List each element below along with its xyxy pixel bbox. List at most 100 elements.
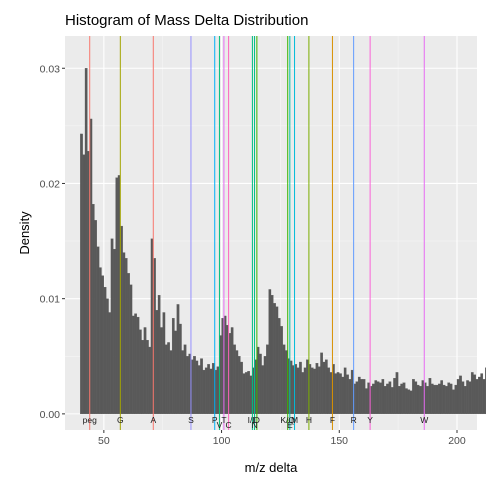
histogram-bar: [336, 372, 340, 415]
histogram-bar: [390, 387, 394, 415]
histogram-bar: [204, 367, 208, 415]
reference-label: K/Q: [280, 415, 295, 425]
histogram-bar: [357, 376, 361, 415]
x-tick-label: 200: [448, 435, 466, 447]
histogram-bar: [329, 372, 333, 415]
reference-label: A: [150, 415, 156, 425]
histogram-bar: [456, 379, 460, 415]
histogram-bar: [113, 248, 116, 415]
histogram-bar: [249, 375, 253, 415]
histogram-bar: [240, 361, 243, 415]
histogram-bar: [129, 284, 133, 415]
histogram-bar: [445, 386, 448, 415]
histogram-bar: [341, 376, 345, 415]
histogram-bar: [339, 373, 342, 415]
histogram-bar: [322, 361, 326, 415]
y-tick-label: 0.02: [40, 178, 61, 190]
reference-label: V: [217, 420, 223, 430]
histogram-bar: [115, 177, 119, 415]
histogram-bar: [216, 366, 220, 415]
y-tick-label: 0.03: [40, 63, 61, 75]
histogram-bar: [430, 383, 434, 415]
histogram-bar: [131, 315, 135, 415]
histogram-bar: [440, 380, 444, 415]
histogram-bar: [181, 350, 185, 415]
histogram-bar: [103, 286, 107, 415]
histogram-bar: [393, 378, 396, 415]
histogram-bar: [466, 380, 469, 415]
histogram-bar: [386, 383, 389, 415]
histogram-bar: [381, 379, 385, 415]
histogram-bar: [169, 350, 173, 415]
histogram-bar: [343, 367, 347, 415]
histogram-bar: [438, 383, 441, 415]
histogram-bar: [242, 373, 246, 415]
histogram-bar: [480, 373, 484, 415]
histogram-bar: [317, 366, 321, 415]
histogram-bar: [409, 390, 413, 415]
histogram-bar: [449, 383, 453, 415]
histogram-bar: [407, 389, 411, 415]
reference-label: S: [188, 415, 194, 425]
histogram-bar: [211, 363, 215, 415]
histogram-bar: [261, 365, 265, 415]
reference-label: I/L: [248, 415, 258, 425]
histogram-bar: [315, 363, 319, 415]
reference-label: Y: [367, 415, 373, 425]
histogram-bar: [367, 382, 371, 415]
histogram-bar: [197, 365, 201, 415]
histogram-bar: [167, 342, 170, 415]
histogram-bar: [202, 369, 206, 415]
histogram-bar: [176, 304, 180, 415]
histogram-bar: [91, 204, 95, 415]
histogram-bar: [306, 359, 309, 415]
histogram-bar: [200, 358, 203, 415]
histogram-bar: [355, 381, 359, 415]
histogram-bar: [275, 306, 279, 415]
histogram-bar: [442, 384, 446, 415]
reference-lines: [89, 36, 425, 430]
histogram-bar: [435, 384, 439, 415]
histogram-bar: [108, 312, 112, 415]
histogram-bar: [155, 310, 159, 415]
histogram-bar: [374, 380, 378, 415]
histogram-bar: [426, 386, 429, 415]
y-tick-label: 0.00: [40, 409, 61, 421]
histogram-bar: [160, 327, 163, 415]
histogram-bar: [405, 388, 408, 415]
histogram-bar: [122, 252, 126, 415]
histogram-bar: [327, 367, 331, 415]
histogram-bar: [284, 350, 288, 415]
x-axis-title: m/z delta: [245, 460, 299, 475]
histogram-bar: [348, 379, 352, 415]
reference-labels: peg G A S P V T C I/LND K/QEM H F R Y W: [83, 415, 429, 430]
histogram-bar: [141, 339, 145, 415]
histogram-bar: [461, 381, 465, 415]
histogram-bar: [346, 374, 349, 415]
histogram-bar: [82, 154, 86, 415]
histogram-bar: [379, 382, 382, 415]
histogram-bar: [296, 367, 300, 415]
reference-label: N: [251, 420, 257, 430]
histogram-bar: [360, 379, 363, 415]
histogram-bar: [383, 386, 387, 415]
histogram-bar: [475, 379, 479, 415]
histogram-bar: [193, 356, 196, 415]
y-axis-title: Density: [17, 211, 32, 255]
reference-label: D: [254, 415, 260, 425]
histogram-bar: [134, 313, 137, 415]
histogram-bar: [110, 238, 114, 415]
histogram-bar: [468, 381, 472, 415]
histogram-bar: [209, 368, 213, 415]
histogram-bar: [412, 379, 415, 415]
histogram-bar: [247, 371, 250, 415]
histogram-bar: [414, 381, 418, 415]
x-axis: 50 100 150 200: [98, 430, 466, 447]
histogram-bar: [428, 378, 432, 415]
reference-label: T: [221, 415, 226, 425]
histogram-bar: [454, 384, 458, 415]
chart-title: Histogram of Mass Delta Distribution: [65, 12, 308, 29]
histogram-bar: [106, 298, 109, 415]
reference-label: E: [287, 420, 293, 430]
histogram-bar: [397, 386, 401, 415]
